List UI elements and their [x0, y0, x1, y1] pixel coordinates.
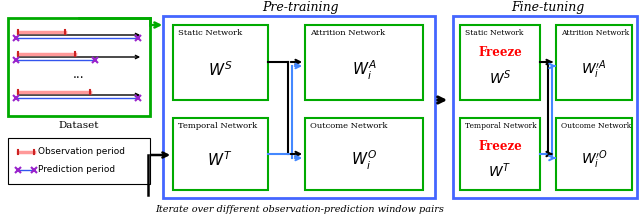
Text: Static Network: Static Network — [178, 29, 243, 37]
Text: $W^S$: $W^S$ — [208, 61, 232, 79]
Bar — [8, 138, 150, 184]
Text: Temporal Network: Temporal Network — [465, 122, 536, 130]
Text: ...: ... — [73, 68, 85, 81]
Text: Static Network: Static Network — [465, 29, 524, 37]
Bar — [305, 25, 423, 100]
Text: $W_i^{\prime A}$: $W_i^{\prime A}$ — [581, 59, 607, 81]
Text: Dataset: Dataset — [59, 120, 99, 130]
Bar — [556, 118, 632, 190]
Bar — [8, 18, 150, 116]
Bar — [453, 16, 637, 198]
Bar — [556, 25, 632, 100]
Text: Prediction period: Prediction period — [38, 165, 115, 175]
Text: $W^T$: $W^T$ — [207, 151, 233, 169]
Bar — [305, 118, 423, 190]
Bar — [460, 118, 540, 190]
Bar — [460, 25, 540, 100]
Text: Freeze: Freeze — [478, 47, 522, 60]
Text: Attrition Network: Attrition Network — [561, 29, 629, 37]
Text: Observation period: Observation period — [38, 147, 125, 157]
Bar — [173, 25, 268, 100]
Text: $W^S$: $W^S$ — [489, 69, 511, 87]
Bar — [173, 118, 268, 190]
Text: Pre-training: Pre-training — [262, 2, 339, 14]
Text: $W_i^{\prime O}$: $W_i^{\prime O}$ — [580, 149, 607, 171]
Text: $W^T$: $W^T$ — [488, 162, 511, 180]
Text: Outcome Network: Outcome Network — [310, 122, 387, 130]
Text: $W_i^A$: $W_i^A$ — [351, 58, 376, 82]
Text: Freeze: Freeze — [478, 140, 522, 153]
Text: $W_i^O$: $W_i^O$ — [351, 148, 377, 172]
Text: Outcome Network: Outcome Network — [561, 122, 631, 130]
Text: Fine-tuning: Fine-tuning — [511, 2, 584, 14]
Text: Temporal Network: Temporal Network — [178, 122, 257, 130]
Bar — [163, 16, 435, 198]
Text: Attrition Network: Attrition Network — [310, 29, 385, 37]
Text: Iterate over different observation-prediction window pairs: Iterate over different observation-predi… — [156, 206, 444, 215]
